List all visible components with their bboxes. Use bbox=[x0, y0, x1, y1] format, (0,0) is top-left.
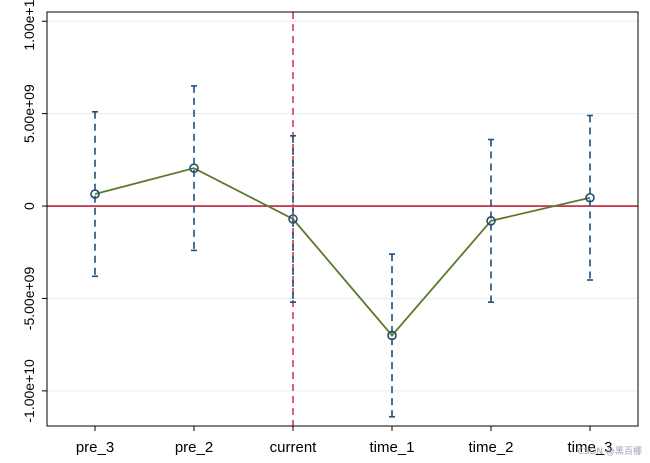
axes bbox=[42, 11, 639, 431]
data-point bbox=[585, 192, 595, 203]
data-point bbox=[189, 163, 199, 173]
x-tick-label: time_2 bbox=[468, 439, 513, 456]
tick-labels: 1.00e+10 5.00e+09 0 -5.00e+09 -1.00e+10 pre_3… bbox=[21, 0, 613, 456]
confidence-intervals bbox=[92, 85, 593, 418]
plot-frame bbox=[46, 11, 639, 427]
watermark: CSDN @黑百梛 bbox=[577, 447, 642, 457]
x-tick-label: current bbox=[270, 439, 318, 456]
y-tick-label: 1.00e+10 bbox=[21, 0, 37, 51]
series-polyline bbox=[94, 167, 591, 337]
x-tick-label: pre_2 bbox=[175, 439, 213, 456]
x-tick-label: time_3 bbox=[567, 439, 612, 456]
series-line bbox=[94, 167, 591, 337]
x-tick-label: pre_3 bbox=[76, 439, 114, 456]
data-point bbox=[387, 330, 397, 341]
y-tick-label: 5.00e+09 bbox=[21, 84, 37, 143]
reference-lines bbox=[47, 12, 638, 426]
data-point bbox=[288, 214, 298, 224]
data-point bbox=[486, 216, 496, 226]
series-markers bbox=[90, 163, 595, 341]
y-tick-label: -5.00e+09 bbox=[21, 267, 37, 331]
x-tick-label: time_1 bbox=[369, 439, 414, 456]
y-tick-label: 0 bbox=[21, 202, 37, 210]
y-tick-label: -1.00e+10 bbox=[21, 359, 37, 423]
data-point bbox=[90, 189, 100, 199]
